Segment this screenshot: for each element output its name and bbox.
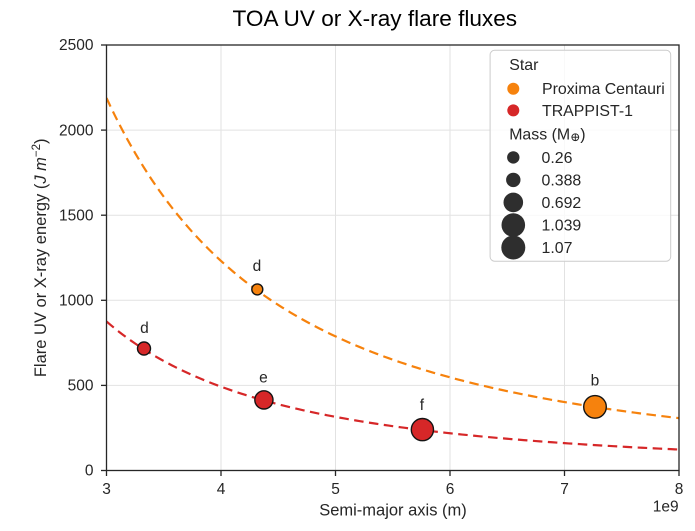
svg-text:1000: 1000 xyxy=(59,293,94,310)
svg-text:5: 5 xyxy=(331,481,340,498)
svg-text:TRAPPIST-1: TRAPPIST-1 xyxy=(542,103,633,120)
svg-text:): ) xyxy=(580,126,585,143)
svg-text:f: f xyxy=(420,397,425,414)
svg-text:2500: 2500 xyxy=(59,37,94,54)
svg-text:Mass (M: Mass (M xyxy=(509,126,570,143)
svg-text:Semi-major axis (m): Semi-major axis (m) xyxy=(319,501,467,519)
svg-text:Proxima Centauri: Proxima Centauri xyxy=(542,81,665,98)
svg-text:4: 4 xyxy=(217,481,226,498)
svg-text:500: 500 xyxy=(68,378,94,395)
svg-text:b: b xyxy=(591,372,600,389)
svg-text:TOA UV or X-ray flare fluxes: TOA UV or X-ray flare fluxes xyxy=(232,6,517,31)
svg-text:7: 7 xyxy=(560,481,569,498)
svg-text:d: d xyxy=(253,258,262,275)
svg-text:1.07: 1.07 xyxy=(542,240,573,257)
svg-text:Star: Star xyxy=(509,57,539,74)
svg-text:e: e xyxy=(259,369,268,386)
svg-text:d: d xyxy=(140,320,149,337)
svg-text:0.388: 0.388 xyxy=(542,172,582,189)
svg-text:8: 8 xyxy=(675,481,684,498)
svg-text:1500: 1500 xyxy=(59,207,94,224)
svg-text:1.039: 1.039 xyxy=(542,217,582,234)
svg-text:2000: 2000 xyxy=(59,122,94,139)
svg-text:0.26: 0.26 xyxy=(542,150,573,167)
svg-text:0: 0 xyxy=(85,463,94,480)
svg-text:6: 6 xyxy=(446,481,455,498)
svg-text:3: 3 xyxy=(102,481,111,498)
svg-text:1e9: 1e9 xyxy=(653,499,679,516)
svg-text:Flare UV or X-ray energy (J m−: Flare UV or X-ray energy (J m−2) xyxy=(31,138,50,377)
svg-text:0.692: 0.692 xyxy=(542,195,582,212)
